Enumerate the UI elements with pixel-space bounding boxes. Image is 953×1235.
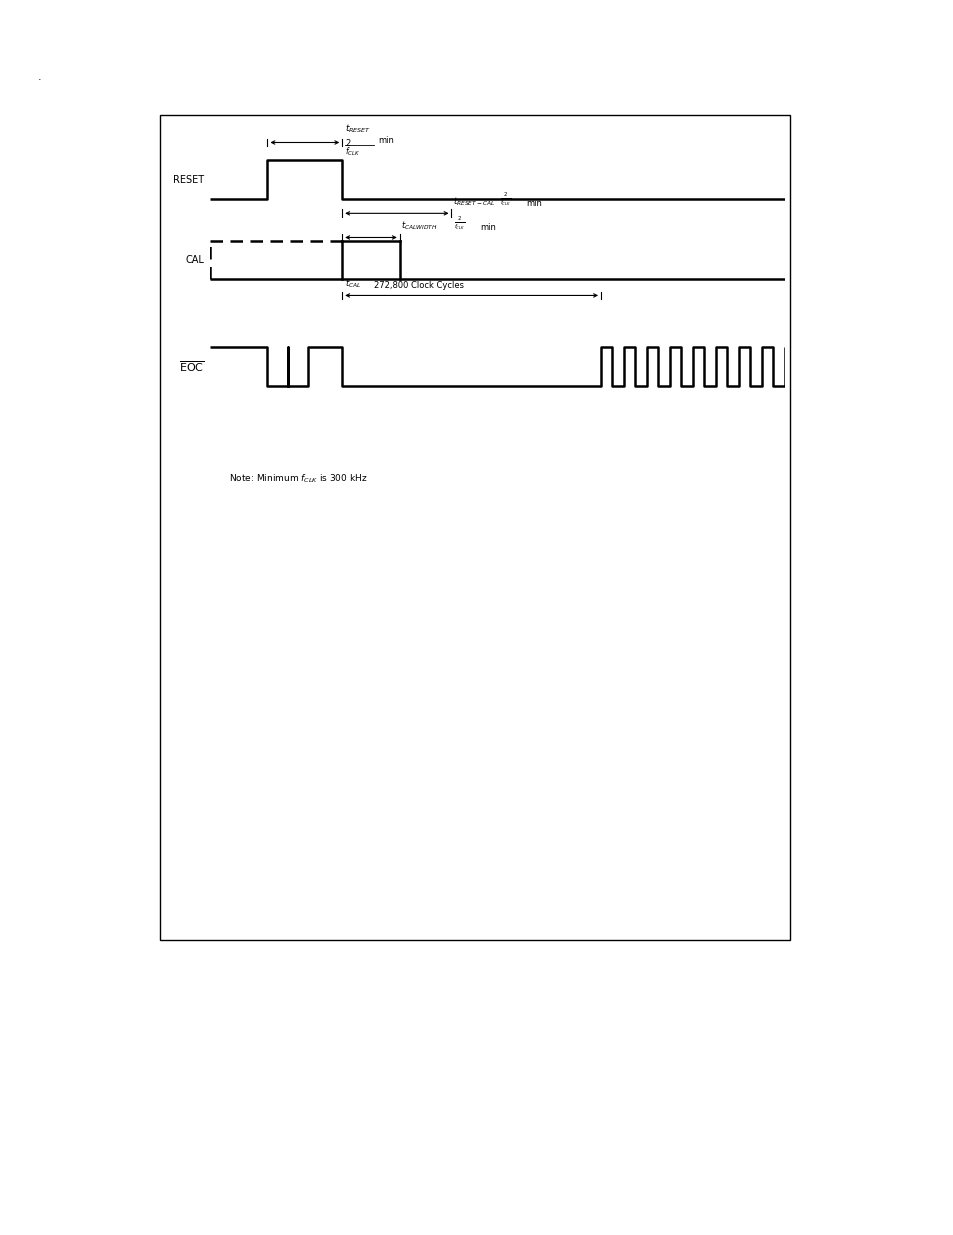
Text: $t_{CAL}$: $t_{CAL}$ xyxy=(345,277,361,290)
Text: $t_{RESET-CAL}$: $t_{RESET-CAL}$ xyxy=(453,195,495,207)
Text: $t_{RESET}$: $t_{RESET}$ xyxy=(345,124,371,136)
Text: CAL: CAL xyxy=(185,254,204,266)
Text: $t_{CAL WIDTH}$: $t_{CAL WIDTH}$ xyxy=(401,219,437,232)
Text: min: min xyxy=(526,199,541,207)
Text: $\frac{2}{f_{CLK}}$: $\frac{2}{f_{CLK}}$ xyxy=(500,190,511,207)
Text: min: min xyxy=(479,222,496,232)
Text: 272,800 Clock Cycles: 272,800 Clock Cycles xyxy=(374,280,463,290)
Text: $\overline{\rm EOC}$: $\overline{\rm EOC}$ xyxy=(178,359,204,374)
Text: min: min xyxy=(377,136,394,146)
Text: RESET: RESET xyxy=(172,174,204,184)
Text: 2: 2 xyxy=(345,140,350,148)
Text: .: . xyxy=(38,73,42,83)
Text: $f_{CLK}$: $f_{CLK}$ xyxy=(345,146,360,158)
Text: Note: Minimum $f_{CLK}$ is 300 kHz: Note: Minimum $f_{CLK}$ is 300 kHz xyxy=(229,472,367,484)
Text: $\frac{2}{f_{CLK}}$: $\frac{2}{f_{CLK}}$ xyxy=(454,215,465,232)
